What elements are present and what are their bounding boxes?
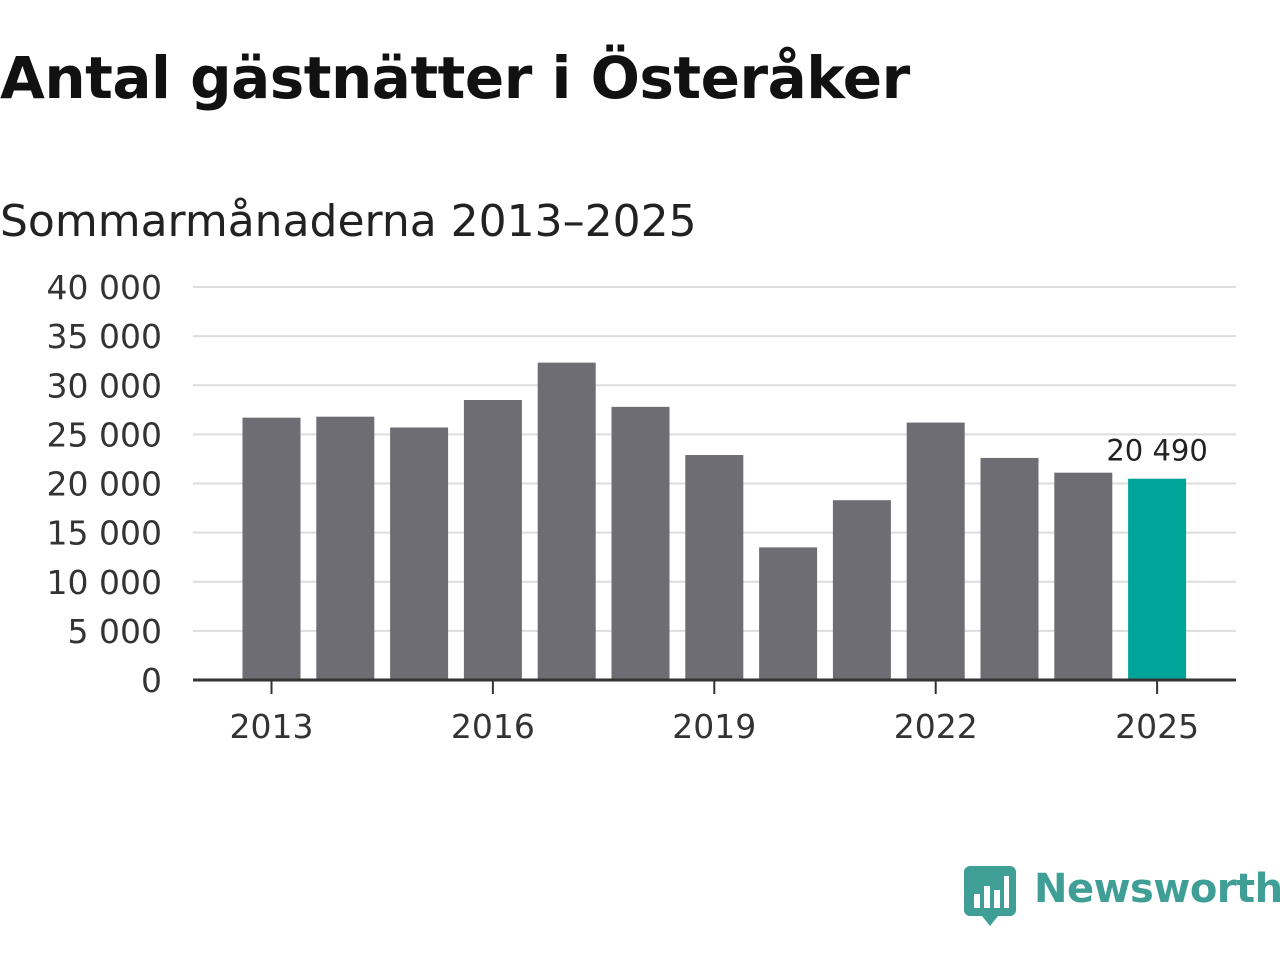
data-label-2025: 20 490 (1106, 434, 1207, 468)
y-tick-label: 5 000 (68, 612, 162, 651)
bar-2018 (611, 406, 670, 680)
brand-name: Newsworthy (1034, 866, 1280, 912)
brand-logo: Newsworthy (964, 864, 1280, 928)
bar-2016 (463, 399, 522, 680)
x-tick-label: 2025 (1115, 707, 1199, 746)
chart-title: Antal gästnätter i Österåker (0, 44, 910, 112)
y-tick-label: 35 000 (47, 317, 162, 356)
y-tick-label: 20 000 (47, 465, 162, 504)
x-tick-label: 2019 (672, 707, 756, 746)
bar-2015 (390, 427, 449, 680)
bar-2021 (832, 500, 891, 680)
bar-2025 (1128, 478, 1187, 680)
bar-2014 (316, 416, 375, 680)
bar-2019 (685, 455, 744, 680)
x-axis (193, 678, 1236, 694)
y-tick-label: 30 000 (47, 366, 162, 405)
y-tick-label: 10 000 (47, 563, 162, 602)
bar-2020 (759, 547, 818, 680)
bar-2022 (906, 422, 965, 680)
bar-2023 (980, 457, 1039, 680)
x-tick-label: 2022 (894, 707, 978, 746)
y-axis-tick-labels: 0 5 000 10 000 15 000 20 000 25 000 30 000 35 0… (47, 268, 162, 700)
x-tick-label: 2016 (451, 707, 535, 746)
y-tick-label: 25 000 (47, 415, 162, 454)
bar-chart: 0 5 000 10 000 15 000 20 000 25 000 30 000 35 0… (47, 268, 1236, 746)
x-tick-label: 2013 (230, 707, 314, 746)
chart-subtitle: Sommarmånaderna 2013–2025 (0, 196, 697, 247)
bar-2017 (537, 362, 596, 680)
y-tick-label: 40 000 (47, 268, 162, 307)
y-tick-label: 0 (141, 661, 162, 700)
data-labels: 20 490 (1106, 434, 1207, 468)
bars (242, 362, 1187, 680)
bar-2024 (1054, 472, 1113, 680)
x-axis-tick-labels: 2013 2016 2019 2022 2025 (230, 707, 1200, 746)
newsworthy-logo-icon (964, 866, 1016, 926)
bar-2013 (242, 417, 301, 680)
y-tick-label: 15 000 (47, 514, 162, 553)
